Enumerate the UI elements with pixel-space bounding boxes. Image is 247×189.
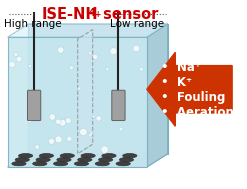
Text: sensor: sensor <box>98 7 158 22</box>
Ellipse shape <box>123 154 137 158</box>
Circle shape <box>55 136 62 143</box>
Circle shape <box>80 128 87 136</box>
Text: •  Na⁺: • Na⁺ <box>161 61 201 74</box>
Ellipse shape <box>15 158 29 162</box>
Text: +: + <box>94 10 101 19</box>
Circle shape <box>78 87 81 90</box>
Circle shape <box>67 136 72 141</box>
Text: Low range: Low range <box>110 19 164 29</box>
Circle shape <box>88 51 92 55</box>
Circle shape <box>106 68 109 71</box>
Circle shape <box>9 61 15 68</box>
Circle shape <box>14 52 18 57</box>
Circle shape <box>59 119 66 126</box>
Ellipse shape <box>95 162 109 166</box>
Circle shape <box>140 67 143 71</box>
Circle shape <box>28 64 32 67</box>
FancyBboxPatch shape <box>27 90 41 121</box>
Polygon shape <box>8 154 168 167</box>
Ellipse shape <box>60 154 74 158</box>
Ellipse shape <box>116 162 130 166</box>
Circle shape <box>133 45 140 52</box>
Polygon shape <box>78 29 93 154</box>
Circle shape <box>90 132 93 135</box>
Ellipse shape <box>99 158 113 162</box>
FancyArrow shape <box>147 52 232 126</box>
Circle shape <box>56 119 61 124</box>
Circle shape <box>93 54 98 59</box>
Polygon shape <box>147 24 168 167</box>
Ellipse shape <box>78 158 92 162</box>
Ellipse shape <box>12 162 26 166</box>
Ellipse shape <box>54 162 68 166</box>
Text: ISE-NH: ISE-NH <box>42 7 98 22</box>
Circle shape <box>49 114 56 120</box>
Ellipse shape <box>33 162 47 166</box>
Circle shape <box>48 138 55 144</box>
Ellipse shape <box>36 158 50 162</box>
Circle shape <box>92 115 95 118</box>
Circle shape <box>33 117 38 122</box>
Ellipse shape <box>57 158 71 162</box>
Circle shape <box>27 118 32 123</box>
Circle shape <box>88 133 92 137</box>
Polygon shape <box>28 24 168 154</box>
Text: •  K⁺: • K⁺ <box>161 76 192 89</box>
FancyBboxPatch shape <box>112 90 125 121</box>
Ellipse shape <box>74 162 89 166</box>
Circle shape <box>101 146 108 153</box>
Text: High range: High range <box>4 19 62 29</box>
Circle shape <box>16 56 22 62</box>
Ellipse shape <box>19 154 33 158</box>
Text: •  Fouling: • Fouling <box>161 91 226 104</box>
Circle shape <box>70 66 73 70</box>
Text: •  Aeration: • Aeration <box>161 106 234 119</box>
Circle shape <box>119 127 123 131</box>
Circle shape <box>65 118 71 124</box>
Text: 4: 4 <box>89 8 96 18</box>
Ellipse shape <box>119 158 134 162</box>
Ellipse shape <box>39 154 54 158</box>
Circle shape <box>58 47 64 53</box>
Circle shape <box>110 48 117 55</box>
Polygon shape <box>8 24 168 37</box>
Ellipse shape <box>81 154 95 158</box>
Circle shape <box>96 116 101 121</box>
Polygon shape <box>8 37 147 167</box>
Ellipse shape <box>102 154 116 158</box>
Circle shape <box>35 145 39 149</box>
